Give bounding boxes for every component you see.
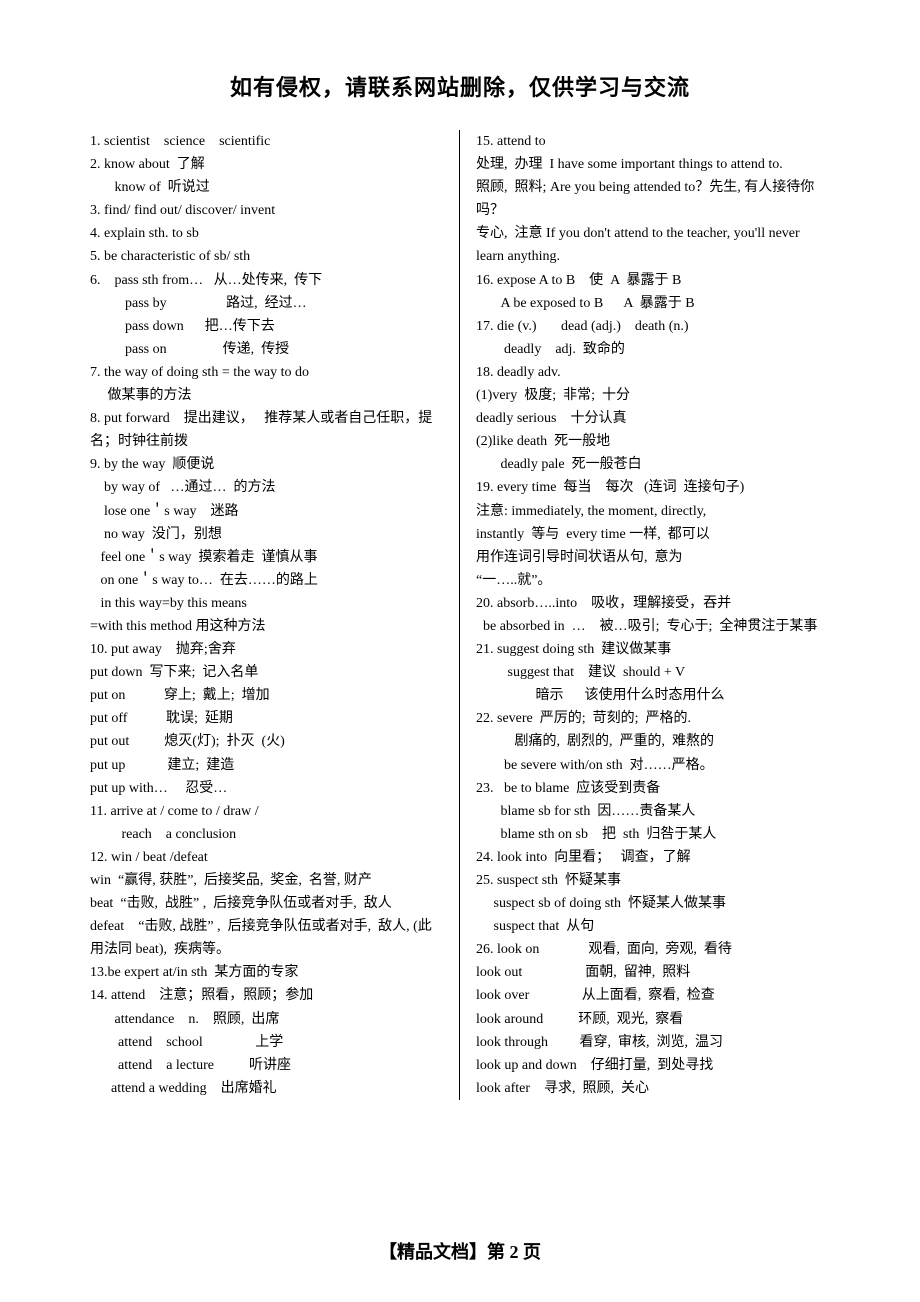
page-header: 如有侵权，请联系网站删除，仅供学习与交流 (90, 70, 830, 102)
text-line: look up and down 仔细打量, 到处寻找 (476, 1054, 830, 1077)
text-line: look around 环顾, 观光, 察看 (476, 1008, 830, 1031)
text-line: attend school 上学 (90, 1031, 443, 1054)
text-line: (2)like death 死一般地 (476, 430, 830, 453)
right-column: 15. attend to处理, 办理 I have some importan… (460, 130, 830, 1100)
text-line: suspect sb of doing sth 怀疑某人做某事 (476, 892, 830, 915)
text-line: put up 建立; 建造 (90, 754, 443, 777)
text-line: feel one＇s way 摸索着走 谨慎从事 (90, 546, 443, 569)
text-line: on one＇s way to… 在去……的路上 (90, 569, 443, 592)
text-line: 2. know about 了解 (90, 153, 443, 176)
text-line: 26. look on 观看, 面向, 旁观, 看待 (476, 938, 830, 961)
text-line: put on 穿上; 戴上; 增加 (90, 684, 443, 707)
text-line: 15. attend to (476, 130, 830, 153)
text-line: look out 面朝, 留神, 照料 (476, 961, 830, 984)
text-line: attendance n. 照顾, 出席 (90, 1008, 443, 1031)
text-line: 专心, 注意 If you don't attend to the teache… (476, 222, 830, 268)
text-line: 7. the way of doing sth = the way to do (90, 361, 443, 384)
text-line: 9. by the way 顺便说 (90, 453, 443, 476)
text-line: be absorbed in … 被…吸引; 专心于; 全神贯注于某事 (476, 615, 830, 638)
content-columns: 1. scientist science scientific2. know a… (90, 130, 830, 1100)
text-line: reach a conclusion (90, 823, 443, 846)
text-line: 12. win / beat /defeat (90, 846, 443, 869)
text-line: know of 听说过 (90, 176, 443, 199)
text-line: put up with… 忍受… (90, 777, 443, 800)
text-line: pass by 路过, 经过… (90, 292, 443, 315)
text-line: 10. put away 抛弃;舍弃 (90, 638, 443, 661)
text-line: no way 没门，别想 (90, 523, 443, 546)
text-line: 25. suspect sth 怀疑某事 (476, 869, 830, 892)
text-line: 注意: immediately, the moment, directly, (476, 500, 830, 523)
text-line: “一…..就”。 (476, 569, 830, 592)
text-line: pass on 传递, 传授 (90, 338, 443, 361)
text-line: 14. attend 注意；照看，照顾；参加 (90, 984, 443, 1007)
text-line: 24. look into 向里看； 调查，了解 (476, 846, 830, 869)
text-line: put off 耽误; 延期 (90, 707, 443, 730)
text-line: 4. explain sth. to sb (90, 222, 443, 245)
text-line: be severe with/on sth 对……严格。 (476, 754, 830, 777)
text-line: win “赢得, 获胜”, 后接奖品, 奖金, 名誉, 财产 (90, 869, 443, 892)
text-line: 3. find/ find out/ discover/ invent (90, 199, 443, 222)
text-line: 1. scientist science scientific (90, 130, 443, 153)
text-line: 16. expose A to B 使 A 暴露于 B (476, 269, 830, 292)
text-line: look over 从上面看, 察看, 检查 (476, 984, 830, 1007)
text-line: 剧痛的, 剧烈的, 严重的, 难熬的 (476, 730, 830, 753)
text-line: 暗示 该使用什么时态用什么 (476, 684, 830, 707)
text-line: 18. deadly adv. (476, 361, 830, 384)
text-line: 照顾, 照料; Are you being attended to？先生, 有人… (476, 176, 830, 222)
text-line: pass down 把…传下去 (90, 315, 443, 338)
text-line: 5. be characteristic of sb/ sth (90, 245, 443, 268)
text-line: 23. be to blame 应该受到责备 (476, 777, 830, 800)
page-footer: 【精品文档】第 2 页 (0, 1238, 920, 1264)
text-line: 处理, 办理 I have some important things to a… (476, 153, 830, 176)
text-line: 11. arrive at / come to / draw / (90, 800, 443, 823)
text-line: 做某事的方法 (90, 384, 443, 407)
text-line: 17. die (v.) dead (adj.) death (n.) (476, 315, 830, 338)
text-line: look after 寻求, 照顾, 关心 (476, 1077, 830, 1100)
text-line: put down 写下来; 记入名单 (90, 661, 443, 684)
text-line: suspect that 从句 (476, 915, 830, 938)
text-line: deadly adj. 致命的 (476, 338, 830, 361)
text-line: 6. pass sth from… 从…处传来, 传下 (90, 269, 443, 292)
text-line: defeat “击败, 战胜” , 后接竞争队伍或者对手, 敌人, (此用法同 … (90, 915, 443, 961)
text-line: 22. severe 严厉的; 苛刻的; 严格的. (476, 707, 830, 730)
text-line: deadly serious 十分认真 (476, 407, 830, 430)
text-line: attend a wedding 出席婚礼 (90, 1077, 443, 1100)
text-line: 用作连词引导时间状语从句, 意为 (476, 546, 830, 569)
text-line: look through 看穿, 审核, 浏览, 温习 (476, 1031, 830, 1054)
text-line: 20. absorb…..into 吸收，理解接受，吞并 (476, 592, 830, 615)
text-line: instantly 等与 every time 一样, 都可以 (476, 523, 830, 546)
text-line: suggest that 建议 should + V (476, 661, 830, 684)
text-line: put out 熄灭(灯); 扑灭 (火) (90, 730, 443, 753)
text-line: =with this method 用这种方法 (90, 615, 443, 638)
text-line: (1)very 极度; 非常; 十分 (476, 384, 830, 407)
text-line: attend a lecture 听讲座 (90, 1054, 443, 1077)
text-line: beat “击败, 战胜” , 后接竞争队伍或者对手, 敌人 (90, 892, 443, 915)
text-line: 8. put forward 提出建议， 推荐某人或者自己任职，提名；时钟往前拨 (90, 407, 443, 453)
text-line: 13.be expert at/in sth 某方面的专家 (90, 961, 443, 984)
left-column: 1. scientist science scientific2. know a… (90, 130, 460, 1100)
text-line: 21. suggest doing sth 建议做某事 (476, 638, 830, 661)
text-line: deadly pale 死一般苍白 (476, 453, 830, 476)
text-line: in this way=by this means (90, 592, 443, 615)
text-line: lose one＇s way 迷路 (90, 500, 443, 523)
text-line: by way of …通过… 的方法 (90, 476, 443, 499)
text-line: A be exposed to B A 暴露于 B (476, 292, 830, 315)
text-line: blame sth on sb 把 sth 归咎于某人 (476, 823, 830, 846)
text-line: 19. every time 每当 每次 (连词 连接句子) (476, 476, 830, 499)
text-line: blame sb for sth 因……责备某人 (476, 800, 830, 823)
